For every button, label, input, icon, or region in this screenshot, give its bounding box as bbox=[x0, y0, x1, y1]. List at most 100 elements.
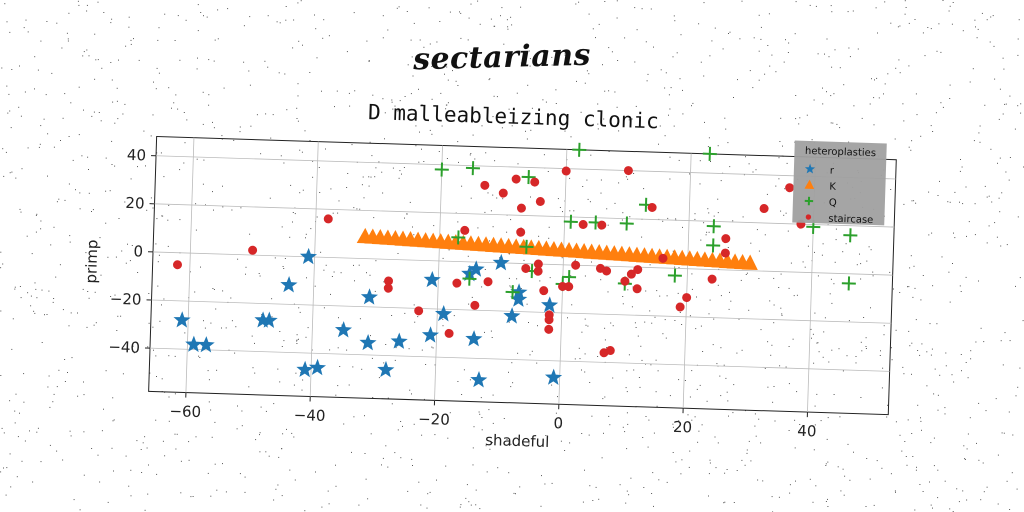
noise-speck bbox=[769, 300, 771, 302]
noise-speck bbox=[150, 135, 152, 137]
noise-speck bbox=[27, 292, 29, 294]
noise-speck bbox=[890, 22, 892, 24]
noise-speck bbox=[973, 140, 975, 142]
noise-speck bbox=[330, 293, 331, 295]
noise-speck bbox=[214, 463, 216, 465]
noise-speck bbox=[125, 45, 127, 47]
noise-speck bbox=[444, 73, 445, 75]
noise-speck bbox=[92, 209, 94, 211]
point-r bbox=[435, 305, 453, 322]
noise-speck bbox=[839, 127, 841, 129]
noise-speck bbox=[990, 148, 992, 150]
noise-speck bbox=[144, 436, 146, 438]
noise-speck bbox=[908, 286, 910, 288]
noise-speck bbox=[636, 29, 638, 31]
noise-speck bbox=[626, 370, 628, 372]
noise-speck bbox=[293, 436, 295, 438]
noise-speck bbox=[283, 162, 285, 164]
noise-speck bbox=[873, 124, 875, 126]
noise-speck bbox=[277, 484, 279, 486]
noise-speck bbox=[610, 322, 612, 324]
noise-speck bbox=[578, 347, 580, 349]
noise-speck bbox=[470, 3, 472, 5]
noise-speck bbox=[48, 290, 50, 292]
noise-speck bbox=[265, 113, 267, 115]
noise-speck bbox=[701, 424, 703, 426]
noise-speck bbox=[647, 446, 649, 448]
noise-speck bbox=[429, 129, 431, 131]
noise-speck bbox=[3, 175, 5, 177]
noise-speck bbox=[1017, 38, 1019, 40]
point-staircase bbox=[444, 328, 454, 338]
noise-speck bbox=[937, 394, 939, 396]
noise-speck bbox=[958, 501, 960, 503]
noise-speck bbox=[496, 96, 498, 98]
point-staircase bbox=[452, 278, 462, 288]
noise-speck bbox=[940, 102, 942, 104]
noise-speck bbox=[91, 448, 93, 449]
noise-speck bbox=[421, 104, 423, 106]
noise-speck bbox=[627, 423, 629, 425]
noise-speck bbox=[952, 263, 953, 264]
noise-speck bbox=[400, 421, 402, 422]
noise-speck bbox=[807, 245, 809, 247]
noise-speck bbox=[830, 5, 832, 7]
noise-speck bbox=[101, 430, 103, 432]
noise-speck bbox=[486, 471, 488, 473]
noise-speck bbox=[68, 12, 70, 14]
noise-speck bbox=[425, 364, 427, 365]
noise-speck bbox=[202, 183, 204, 185]
noise-speck bbox=[549, 277, 551, 279]
noise-speck bbox=[780, 117, 782, 119]
noise-speck bbox=[387, 29, 389, 31]
noise-speck bbox=[41, 289, 43, 291]
noise-speck bbox=[356, 208, 358, 210]
noise-speck bbox=[207, 472, 209, 474]
noise-speck bbox=[484, 211, 486, 213]
noise-speck bbox=[21, 168, 23, 170]
noise-speck bbox=[325, 264, 327, 266]
noise-speck bbox=[917, 404, 919, 406]
noise-speck bbox=[53, 393, 55, 395]
noise-speck bbox=[148, 464, 149, 466]
noise-speck bbox=[1015, 285, 1016, 287]
noise-speck bbox=[839, 416, 841, 418]
noise-speck bbox=[902, 366, 904, 368]
noise-speck bbox=[600, 192, 602, 194]
noise-speck bbox=[1011, 472, 1013, 474]
noise-speck bbox=[795, 480, 796, 482]
noise-speck bbox=[949, 201, 951, 203]
noise-speck bbox=[168, 204, 170, 206]
point-r bbox=[503, 307, 521, 324]
noise-speck bbox=[821, 254, 823, 256]
noise-speck bbox=[526, 303, 528, 305]
noise-speck bbox=[500, 15, 501, 17]
noise-speck bbox=[489, 448, 491, 450]
noise-speck bbox=[490, 18, 492, 20]
noise-speck bbox=[672, 250, 674, 252]
noise-speck bbox=[574, 358, 576, 360]
noise-speck bbox=[604, 339, 606, 341]
noise-speck bbox=[562, 211, 563, 213]
noise-speck bbox=[314, 14, 315, 16]
noise-speck bbox=[727, 247, 729, 248]
noise-speck bbox=[692, 102, 694, 104]
noise-speck bbox=[935, 112, 937, 114]
noise-speck bbox=[949, 84, 951, 86]
noise-speck bbox=[459, 506, 461, 508]
plot-area-frame bbox=[148, 135, 897, 416]
noise-speck bbox=[635, 105, 637, 107]
noise-speck bbox=[915, 319, 917, 321]
noise-speck bbox=[37, 69, 39, 71]
noise-speck bbox=[778, 496, 780, 498]
noise-speck bbox=[708, 231, 710, 233]
noise-speck bbox=[978, 459, 980, 461]
noise-speck bbox=[834, 261, 836, 263]
noise-speck bbox=[35, 288, 37, 290]
noise-speck bbox=[828, 361, 830, 363]
point-staircase bbox=[384, 276, 394, 286]
noise-speck bbox=[557, 198, 559, 200]
noise-speck bbox=[189, 271, 191, 273]
noise-speck bbox=[248, 386, 250, 388]
